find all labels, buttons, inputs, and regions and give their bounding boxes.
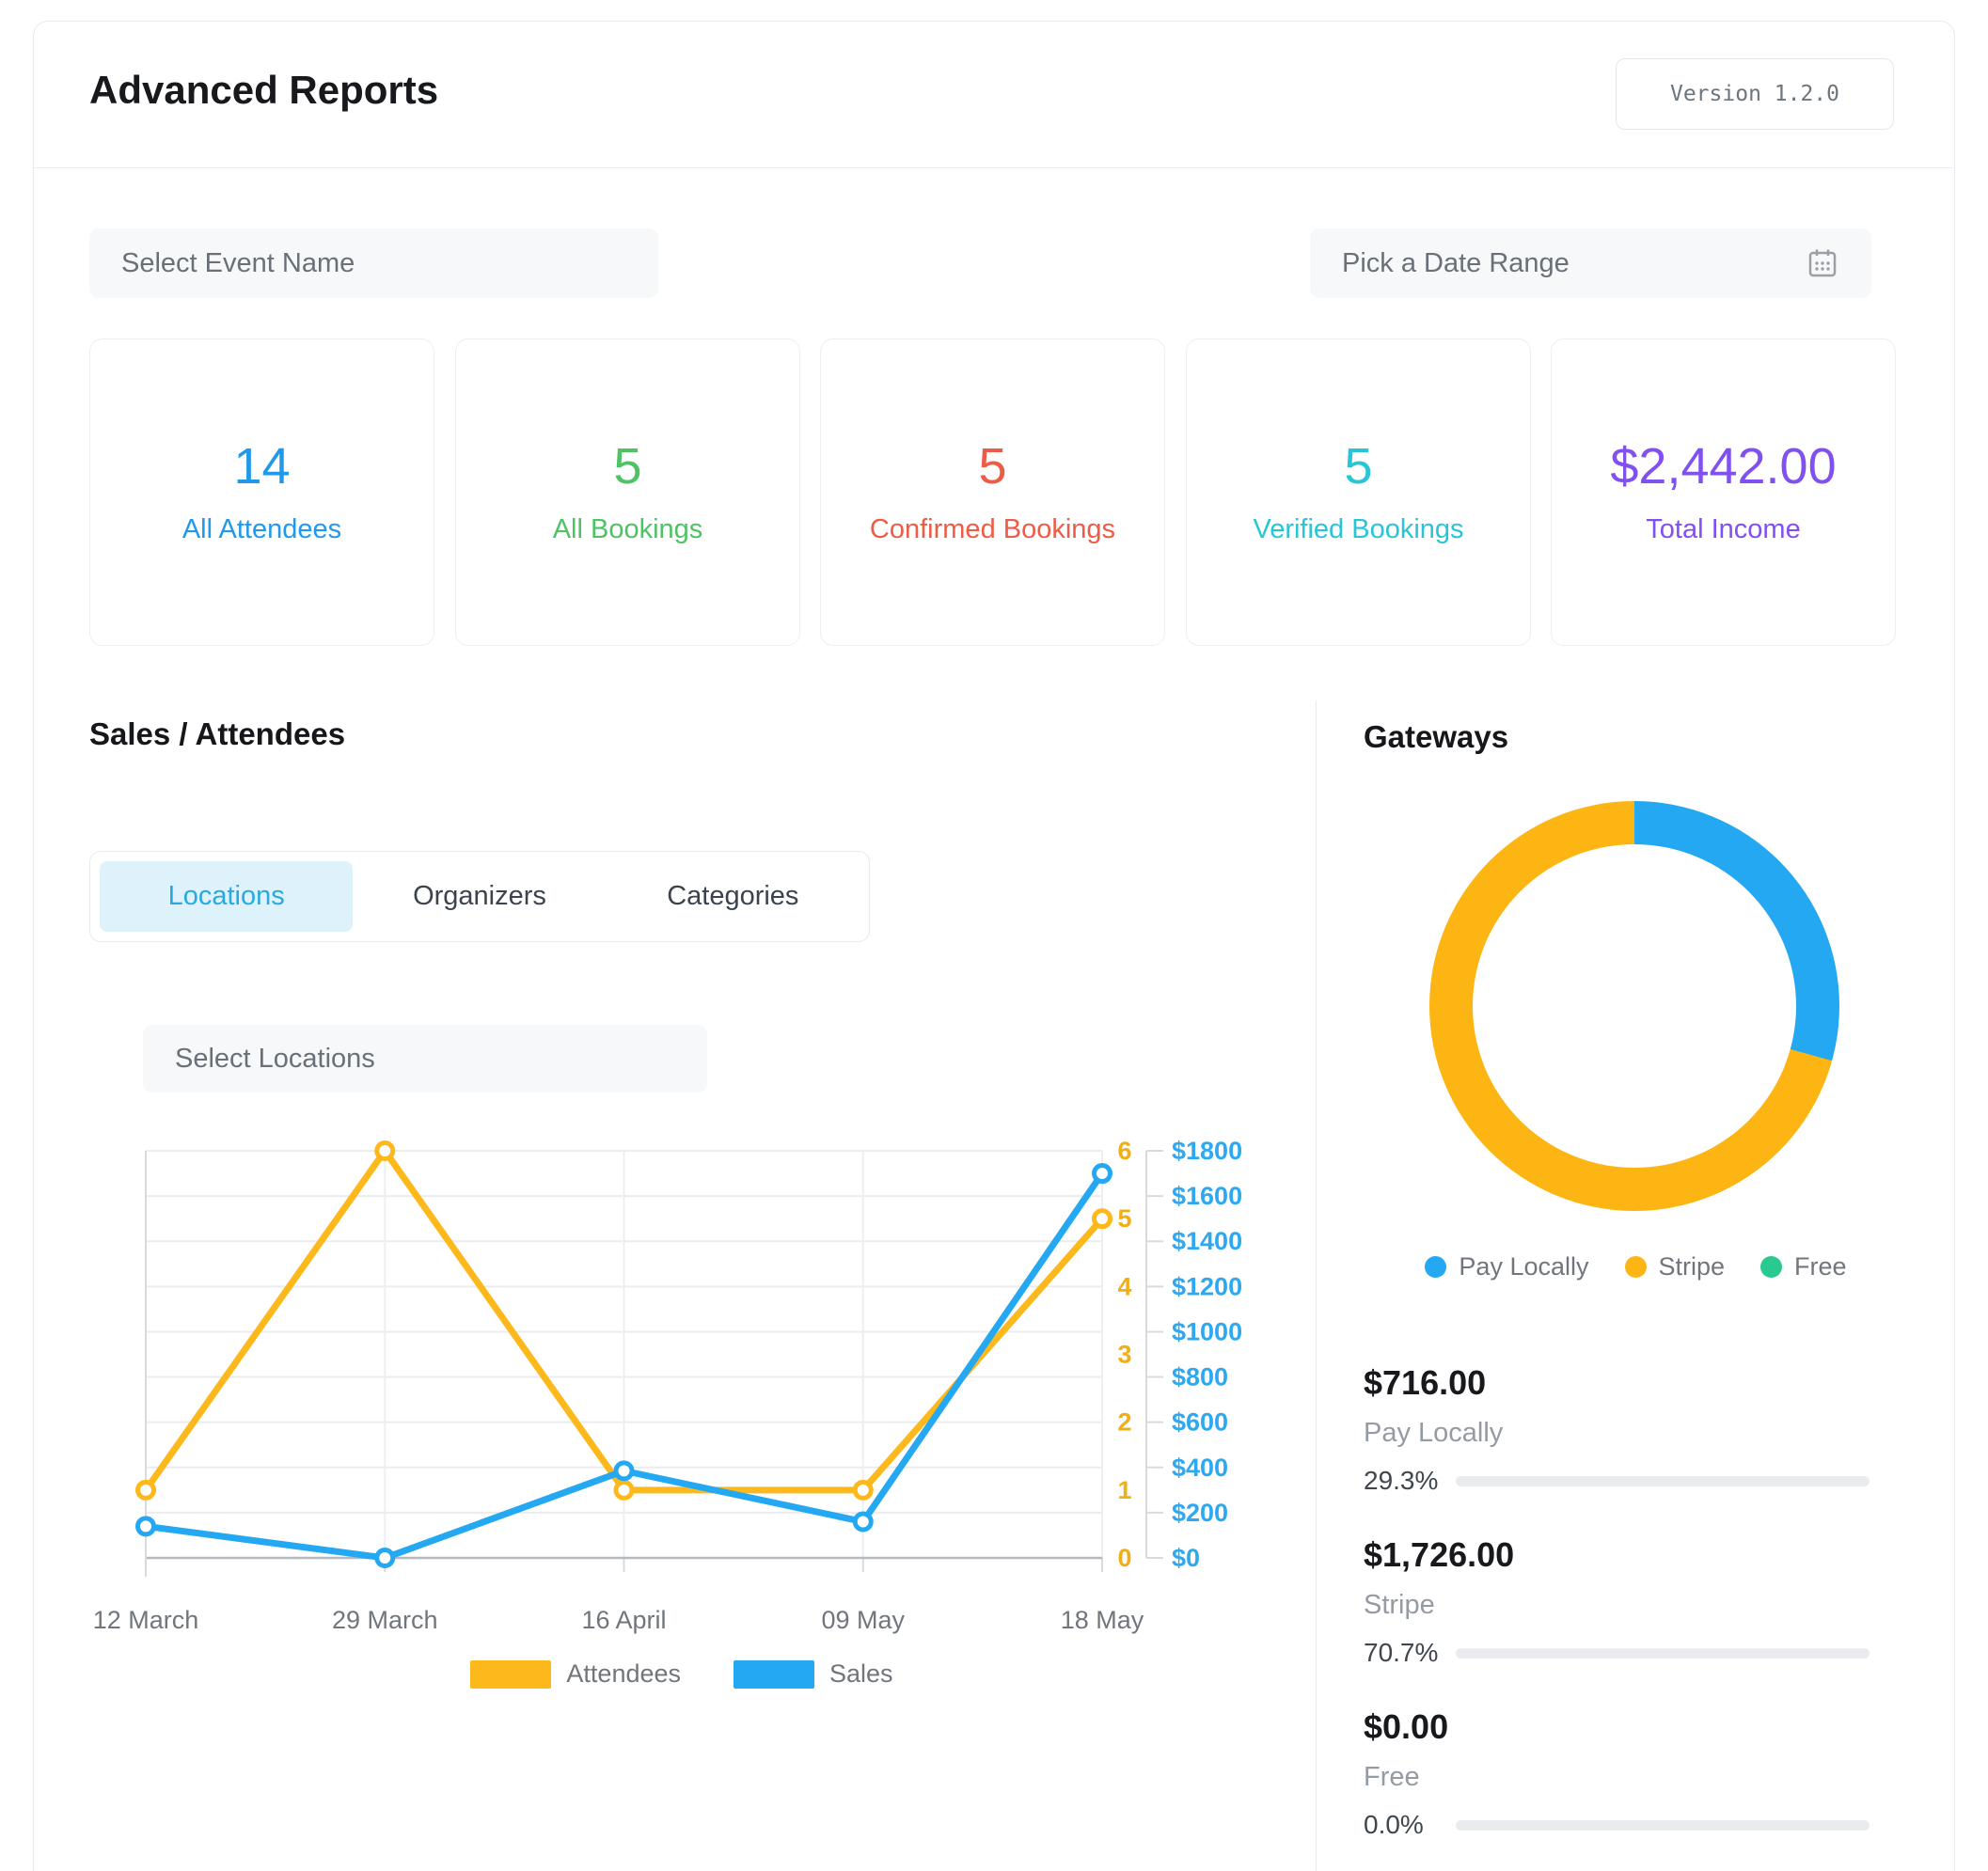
gateway-percent: 0.0% — [1364, 1810, 1424, 1839]
stat-card-verified-bookings: 5 Verified Bookings — [1186, 338, 1531, 646]
svg-text:4: 4 — [1117, 1272, 1131, 1300]
svg-text:2: 2 — [1117, 1408, 1131, 1437]
svg-text:$1200: $1200 — [1172, 1272, 1242, 1300]
legend-label: Pay Locally — [1459, 1252, 1589, 1281]
svg-text:$600: $600 — [1172, 1408, 1228, 1437]
svg-text:16 April: 16 April — [581, 1606, 666, 1634]
free-dot — [1760, 1256, 1783, 1278]
gateway-label: Pay Locally — [1364, 1418, 1504, 1448]
svg-text:$400: $400 — [1172, 1454, 1228, 1482]
legend-item-sales: Sales — [734, 1659, 893, 1689]
stat-label: Confirmed Bookings — [869, 514, 1116, 544]
stat-value: 14 — [233, 438, 291, 495]
svg-text:$1400: $1400 — [1172, 1227, 1242, 1255]
svg-text:$200: $200 — [1172, 1499, 1228, 1527]
header-divider — [34, 167, 1952, 168]
date-range-placeholder: Pick a Date Range — [1342, 247, 1570, 278]
svg-text:09 May: 09 May — [821, 1606, 905, 1634]
donut-hole — [1473, 844, 1796, 1168]
line-chart-legend: Attendees Sales — [89, 1659, 1274, 1689]
date-range-input[interactable]: Pick a Date Range — [1310, 228, 1871, 298]
stat-label: Total Income — [1646, 514, 1801, 544]
stat-card-all-attendees: 14 All Attendees — [89, 338, 434, 646]
gateway-amount: $1,726.00 — [1364, 1535, 1515, 1574]
calendar-icon — [1806, 246, 1839, 280]
panel-divider — [1316, 700, 1317, 1871]
stat-label: All Attendees — [181, 514, 342, 544]
gateway-percent: 29.3% — [1364, 1466, 1439, 1495]
svg-text:$1600: $1600 — [1172, 1182, 1242, 1210]
legend-label: Free — [1794, 1252, 1847, 1281]
gateway-amount: $0.00 — [1364, 1707, 1449, 1746]
svg-text:18 May: 18 May — [1061, 1606, 1144, 1634]
tab-organizers[interactable]: Organizers — [413, 881, 546, 911]
svg-text:6: 6 — [1117, 1137, 1131, 1165]
stat-value: 5 — [1344, 438, 1373, 495]
donut-legend: Pay Locally Stripe Free — [1316, 1252, 1956, 1281]
stat-card-all-bookings: 5 All Bookings — [455, 338, 800, 646]
tab-locations[interactable]: Locations — [100, 861, 354, 932]
pay-locally-dot — [1425, 1256, 1447, 1278]
gateways-title: Gateways — [1364, 719, 1509, 754]
svg-text:12 March: 12 March — [93, 1606, 199, 1634]
stripe-dot — [1624, 1256, 1647, 1278]
stat-label: All Bookings — [552, 514, 703, 544]
gateway-percent: 70.7% — [1364, 1638, 1439, 1667]
legend-label: Attendees — [566, 1659, 682, 1688]
legend-item-attendees: Attendees — [470, 1659, 681, 1689]
chart-tabs: Locations Organizers Categories — [89, 851, 870, 942]
locations-placeholder: Select Locations — [175, 1043, 375, 1074]
stat-card-total-income: $2,442.00 Total Income — [1551, 338, 1896, 646]
legend-item-free: Free — [1760, 1252, 1847, 1281]
legend-label: Stripe — [1658, 1252, 1726, 1281]
legend-item-stripe: Stripe — [1624, 1252, 1726, 1281]
event-name-placeholder: Select Event Name — [121, 247, 355, 278]
svg-text:1: 1 — [1117, 1476, 1131, 1504]
stat-value: $2,442.00 — [1610, 438, 1837, 495]
page-title: Advanced Reports — [89, 68, 439, 112]
gateway-progress-track — [1456, 1647, 1870, 1659]
sales-attendees-line-chart: 12 March 29 March 16 April 09 May 18 May 0 1 2 3… — [93, 1137, 1242, 1634]
sales-attendees-title: Sales / Attendees — [89, 716, 346, 751]
legend-label: Sales — [829, 1659, 893, 1688]
tab-categories[interactable]: Categories — [667, 881, 799, 911]
legend-item-pay-locally: Pay Locally — [1425, 1252, 1589, 1281]
gateway-label: Stripe — [1364, 1590, 1435, 1620]
svg-text:3: 3 — [1117, 1341, 1131, 1369]
svg-text:29 March: 29 March — [332, 1606, 438, 1634]
gateway-row-pay-locally: $716.00 Pay Locally 29.3% — [1364, 1363, 1890, 1496]
gateways-donut-chart — [1429, 801, 1839, 1211]
gateway-amount: $716.00 — [1364, 1363, 1487, 1402]
sales-swatch — [734, 1659, 815, 1689]
svg-text:$1800: $1800 — [1172, 1137, 1242, 1165]
gateway-progress-track — [1456, 1819, 1870, 1831]
svg-text:$1000: $1000 — [1172, 1317, 1242, 1345]
gateway-row-stripe: $1,726.00 Stripe 70.7% — [1364, 1535, 1890, 1668]
svg-text:$800: $800 — [1172, 1363, 1228, 1391]
stat-label: Verified Bookings — [1253, 514, 1464, 544]
gateway-label: Free — [1364, 1762, 1420, 1792]
attendees-swatch — [470, 1659, 552, 1689]
stat-card-confirmed-bookings: 5 Confirmed Bookings — [820, 338, 1165, 646]
stat-value: 5 — [613, 438, 642, 495]
event-name-select[interactable]: Select Event Name — [89, 228, 658, 298]
gateway-row-free: $0.00 Free 0.0% — [1364, 1707, 1890, 1840]
svg-text:0: 0 — [1117, 1544, 1131, 1572]
svg-text:5: 5 — [1117, 1204, 1131, 1233]
gateway-progress-track — [1456, 1475, 1870, 1486]
version-badge: Version 1.2.0 — [1616, 58, 1894, 130]
stat-value: 5 — [978, 438, 1007, 495]
svg-text:$0: $0 — [1172, 1544, 1200, 1572]
locations-select[interactable]: Select Locations — [143, 1025, 707, 1093]
